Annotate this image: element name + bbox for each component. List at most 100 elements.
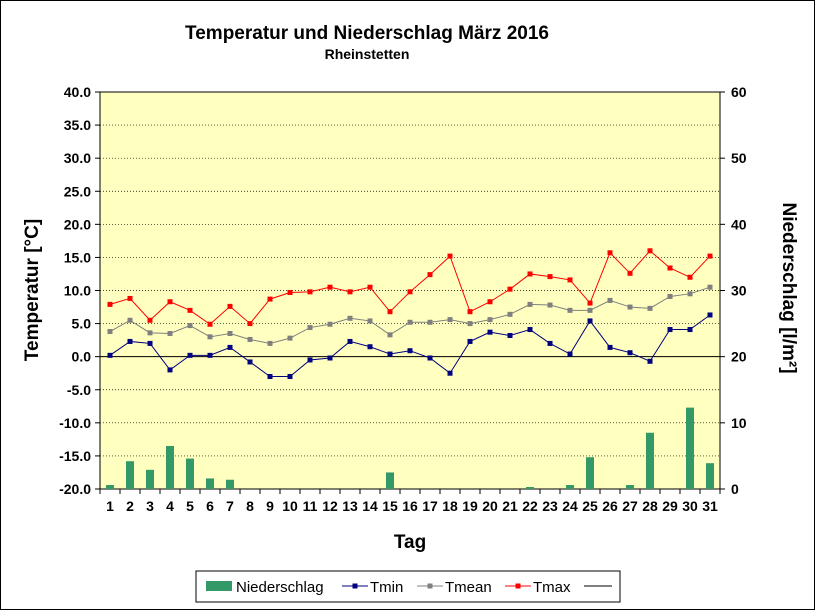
precipitation-bars xyxy=(106,407,714,489)
point-tmax xyxy=(327,284,333,290)
point-tmax xyxy=(387,309,393,315)
bar-niederschlag xyxy=(686,407,694,489)
x-tick-label: 9 xyxy=(266,498,274,514)
point-tmean xyxy=(387,332,393,338)
point-tmax xyxy=(667,265,673,271)
point-tmax xyxy=(287,289,293,295)
point-tmin xyxy=(527,327,533,333)
point-tmin xyxy=(687,327,693,333)
y-left-tick-label: 30.0 xyxy=(64,150,91,166)
point-tmin xyxy=(567,351,573,357)
point-tmin xyxy=(207,352,213,358)
point-tmin xyxy=(347,338,353,344)
x-axis-title: Tag xyxy=(394,532,426,553)
x-tick-label: 31 xyxy=(702,498,718,514)
y-right-tick-label: 40 xyxy=(731,216,747,232)
x-tick-label: 3 xyxy=(146,498,154,514)
point-tmax xyxy=(367,284,373,290)
x-tick-label: 19 xyxy=(462,498,478,514)
bar-niederschlag xyxy=(146,469,154,489)
point-tmean xyxy=(347,315,353,321)
y-right-tick-label: 20 xyxy=(731,349,747,365)
bar-niederschlag xyxy=(106,485,114,489)
point-tmean xyxy=(127,317,133,323)
y-left-tick-label: 10.0 xyxy=(64,283,91,299)
point-tmean xyxy=(567,307,573,313)
x-tick-label: 24 xyxy=(562,498,578,514)
point-tmax xyxy=(247,321,253,327)
point-tmax xyxy=(147,317,153,323)
point-tmax xyxy=(507,286,513,292)
point-tmax xyxy=(167,299,173,305)
point-tmean xyxy=(287,335,293,341)
y-right-tick-label: 30 xyxy=(731,283,747,299)
point-tmax xyxy=(687,274,693,280)
point-tmin xyxy=(667,327,673,333)
point-tmean xyxy=(627,304,633,310)
point-tmin xyxy=(547,340,553,346)
x-tick-label: 29 xyxy=(662,498,678,514)
bar-niederschlag xyxy=(186,458,194,489)
point-tmean xyxy=(407,319,413,325)
point-tmax xyxy=(187,307,193,313)
x-tick-label: 12 xyxy=(322,498,338,514)
x-tick-label: 23 xyxy=(542,498,558,514)
bar-niederschlag xyxy=(126,461,134,489)
point-tmin xyxy=(407,348,413,354)
point-tmean xyxy=(667,293,673,299)
x-tick-label: 2 xyxy=(126,498,134,514)
chart-subtitle: Rheinstetten xyxy=(325,46,410,62)
y-left-tick-label: -20.0 xyxy=(59,481,91,497)
point-tmin xyxy=(187,352,193,358)
point-tmean xyxy=(427,319,433,325)
point-tmax xyxy=(467,309,473,315)
bar-niederschlag xyxy=(526,487,534,489)
bar-niederschlag xyxy=(166,445,174,489)
point-tmin xyxy=(607,344,613,350)
point-tmean xyxy=(227,331,233,337)
bar-niederschlag xyxy=(226,479,234,489)
x-tick-label: 11 xyxy=(303,498,318,514)
point-tmean xyxy=(507,311,513,317)
x-tick-label: 5 xyxy=(186,498,194,514)
legend-label-tmin: Tmin xyxy=(370,579,403,596)
point-tmean xyxy=(327,321,333,327)
axes: 40.0 35.0 30.0 25.0 20.0 15.0 10.0 5.0 0.0 -5.0 -1… xyxy=(59,84,747,514)
legend: Niederschlag Tmin Tmean Tmax xyxy=(195,570,621,603)
point-tmin xyxy=(367,344,373,350)
legend-marker-tmin xyxy=(352,583,358,589)
x-tick-label: 30 xyxy=(682,498,698,514)
point-tmax xyxy=(307,289,313,295)
point-tmax xyxy=(347,289,353,295)
x-tick-label: 28 xyxy=(642,498,658,514)
point-tmin xyxy=(487,329,493,335)
x-tick-label: 20 xyxy=(482,498,498,514)
point-tmin xyxy=(127,338,133,344)
point-tmax xyxy=(707,253,713,259)
point-tmean xyxy=(547,302,553,308)
bar-niederschlag xyxy=(566,485,574,489)
point-tmax xyxy=(227,303,233,309)
point-tmin xyxy=(107,352,113,358)
point-tmean xyxy=(587,307,593,313)
x-tick-label: 27 xyxy=(622,498,638,514)
point-tmax xyxy=(487,299,493,305)
x-tick-label: 7 xyxy=(226,498,234,514)
point-tmean xyxy=(107,329,113,335)
bar-niederschlag xyxy=(626,485,634,489)
x-tick-label: 10 xyxy=(282,498,298,514)
legend-label-tmax: Tmax xyxy=(533,579,571,596)
point-tmin xyxy=(507,332,513,338)
point-tmax xyxy=(547,274,553,280)
chart-title: Temperatur und Niederschlag März 2016 xyxy=(185,23,549,44)
point-tmin xyxy=(627,350,633,356)
bar-niederschlag xyxy=(586,457,594,489)
point-tmax xyxy=(587,300,593,306)
legend-swatch-niederschlag xyxy=(206,581,232,591)
point-tmin xyxy=(147,340,153,346)
point-tmax xyxy=(447,253,453,259)
bar-niederschlag xyxy=(706,463,714,489)
point-tmean xyxy=(527,301,533,307)
point-tmean xyxy=(147,330,153,336)
